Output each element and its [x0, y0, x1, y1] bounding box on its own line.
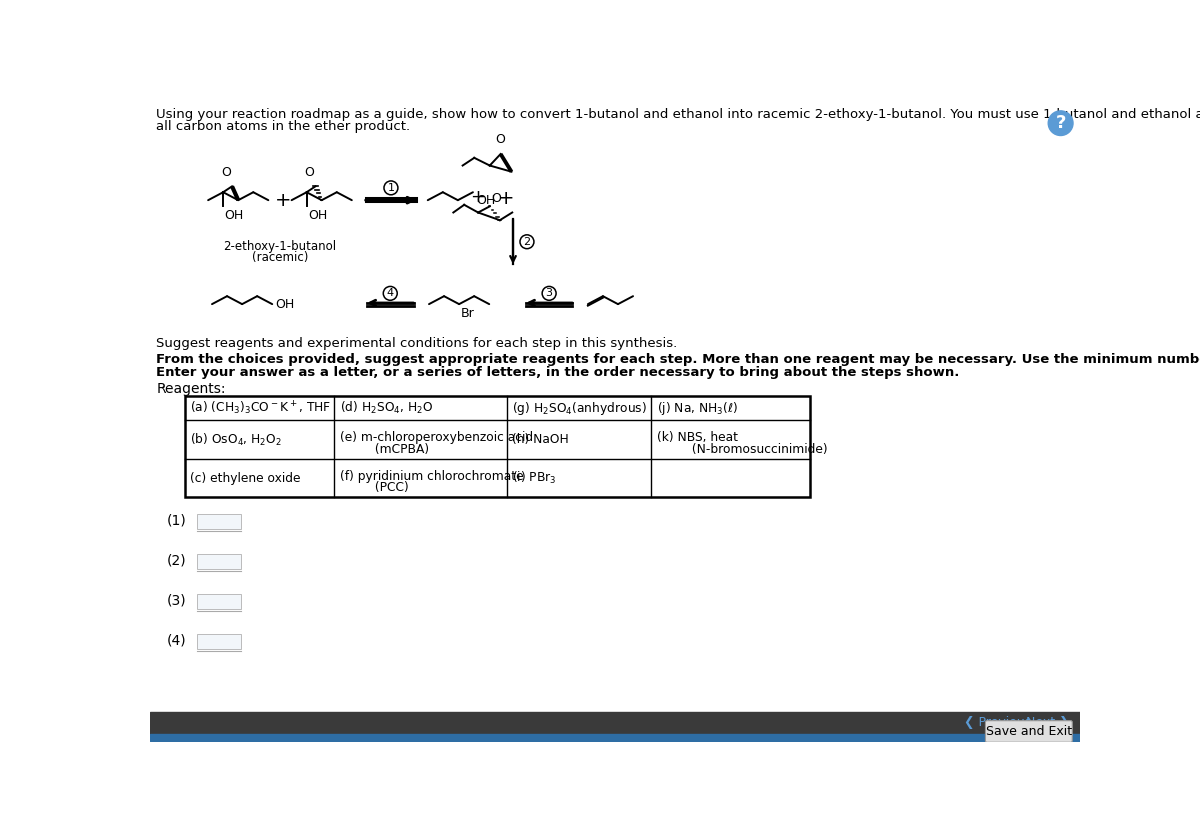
Bar [150, 712, 1080, 734]
Text: (e) m-chloroperoxybenzoic acid: (e) m-chloroperoxybenzoic acid [340, 431, 533, 445]
Text: O: O [491, 192, 502, 205]
Text: (j) Na, NH$_3$($\ell$): (j) Na, NH$_3$($\ell$) [656, 399, 738, 416]
Bar [185, 396, 810, 497]
Text: all carbon atoms in the ether product.: all carbon atoms in the ether product. [156, 120, 410, 133]
Text: (PCC): (PCC) [340, 481, 409, 495]
Circle shape [383, 286, 397, 300]
Text: 2-ethoxy-1-butanol: 2-ethoxy-1-butanol [223, 240, 336, 254]
Text: ❮ Previous: ❮ Previous [964, 716, 1031, 729]
Text: +: + [275, 191, 292, 209]
Circle shape [1049, 111, 1073, 135]
Bar [197, 554, 241, 569]
Bar [150, 734, 1080, 741]
Bar [197, 514, 241, 529]
Text: (3): (3) [167, 594, 187, 608]
Text: (b) OsO$_4$, H$_2$O$_2$: (b) OsO$_4$, H$_2$O$_2$ [191, 432, 282, 448]
Text: Using your reaction roadmap as a guide, show how to convert 1-butanol and ethano: Using your reaction roadmap as a guide, … [156, 108, 1200, 121]
Circle shape [384, 181, 398, 195]
Text: OH: OH [308, 209, 328, 222]
Text: (1): (1) [167, 514, 187, 527]
Text: (4): (4) [167, 634, 187, 648]
Text: O: O [496, 133, 505, 146]
Text: O: O [221, 166, 230, 178]
Text: (mCPBA): (mCPBA) [340, 443, 430, 455]
Text: OH: OH [275, 299, 294, 311]
FancyBboxPatch shape [985, 721, 1073, 742]
Bar [197, 634, 241, 649]
Text: (c) ethylene oxide: (c) ethylene oxide [191, 472, 301, 485]
Text: OH: OH [224, 209, 244, 222]
Text: (a) (CH$_3$)$_3$CO$^-$K$^+$, THF: (a) (CH$_3$)$_3$CO$^-$K$^+$, THF [191, 399, 331, 417]
Bar [197, 594, 241, 609]
Text: OH: OH [476, 194, 496, 208]
Circle shape [542, 286, 556, 300]
Text: Enter your answer as a letter, or a series of letters, in the order necessary to: Enter your answer as a letter, or a seri… [156, 366, 960, 379]
Text: 3: 3 [546, 289, 553, 299]
Text: 4: 4 [386, 289, 394, 299]
Text: Br: Br [461, 307, 474, 320]
Text: O: O [305, 166, 314, 178]
Text: Suggest reagents and experimental conditions for each step in this synthesis.: Suggest reagents and experimental condit… [156, 337, 678, 350]
Text: ?: ? [1056, 114, 1066, 132]
Text: 1: 1 [388, 183, 395, 193]
Text: Reagents:: Reagents: [156, 382, 226, 396]
Text: (f) pyridinium chlorochromate: (f) pyridinium chlorochromate [340, 470, 523, 483]
Text: Next ❯: Next ❯ [1026, 716, 1069, 729]
Text: (d) H$_2$SO$_4$, H$_2$O: (d) H$_2$SO$_4$, H$_2$O [340, 400, 433, 416]
Text: +: + [470, 188, 485, 206]
Text: (N-bromosuccinimide): (N-bromosuccinimide) [656, 443, 828, 455]
Text: +: + [498, 189, 515, 208]
Text: (i) PBr$_3$: (i) PBr$_3$ [512, 470, 557, 486]
Text: 2: 2 [523, 237, 530, 247]
Text: (k) NBS, heat: (k) NBS, heat [656, 431, 738, 445]
Text: From the choices provided, suggest appropriate reagents for each step. More than: From the choices provided, suggest appro… [156, 353, 1200, 365]
Text: (h) NaOH: (h) NaOH [512, 433, 569, 446]
Text: Save and Exit: Save and Exit [985, 725, 1072, 738]
Circle shape [520, 235, 534, 249]
Text: (2): (2) [167, 554, 187, 568]
Text: (racemic): (racemic) [252, 251, 308, 264]
Text: (g) H$_2$SO$_4$(anhydrous): (g) H$_2$SO$_4$(anhydrous) [512, 399, 647, 416]
